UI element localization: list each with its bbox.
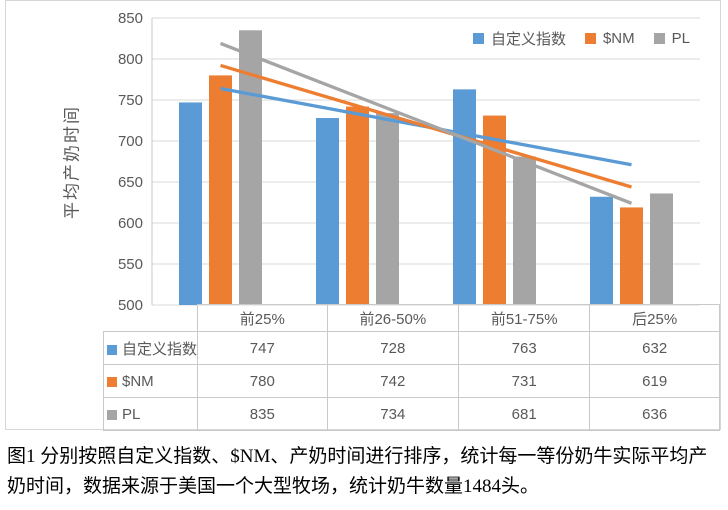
bar-自定义指数-后25%	[590, 196, 613, 305]
table-cell: 763	[457, 331, 591, 365]
series-label-cell: 自定义指数	[102, 331, 199, 365]
y-tick-label: 700	[118, 133, 143, 150]
bar-$NM-前26-50%	[346, 106, 369, 305]
table-cell: 835	[197, 397, 328, 431]
table-cell: 632	[589, 331, 720, 365]
y-tick-label: 850	[118, 10, 143, 27]
series-name: PL	[122, 405, 141, 423]
table-cell: 619	[589, 364, 720, 398]
table-header-row: 前25% 前26-50% 前51-75% 后25%	[104, 304, 720, 332]
category-header: 前25%	[197, 304, 328, 332]
table-cell: 731	[457, 364, 591, 398]
legend-swatch-gray-icon	[653, 33, 665, 44]
series-name: $NM	[122, 372, 154, 390]
legend-label: 自定义指数	[490, 31, 566, 48]
table-cell: 747	[197, 331, 328, 365]
table-cell: 780	[197, 364, 328, 398]
figure-caption: 图1 分别按照自定义指数、$NM、产奶时间进行排序，统计每一等份奶牛实际平均产奶…	[7, 446, 708, 498]
table-row: PL 835 734 681 636	[102, 397, 720, 431]
legend: 自定义指数 $NM PL	[472, 28, 690, 49]
legend-item: PL	[653, 30, 690, 47]
y-axis-title: 平均产奶时间	[62, 105, 82, 219]
table-row: $NM 780 742 731 619	[102, 364, 720, 398]
table-cell: 636	[589, 397, 720, 431]
plot-area: 500 550 600 650 700 750 800 850	[118, 10, 700, 314]
table-cell: 728	[326, 331, 460, 365]
category-header: 后25%	[589, 304, 720, 332]
table-cell: 742	[326, 364, 460, 398]
category-header: 前51-75%	[457, 304, 591, 332]
bar-$NM-前51-75%	[483, 115, 506, 305]
table-cell: 681	[457, 397, 591, 431]
legend-swatch-orange-icon	[584, 33, 596, 44]
legend-label: PL	[671, 30, 690, 47]
y-tick-label: 600	[118, 215, 143, 232]
bar-自定义指数-前51-75%	[453, 89, 476, 305]
bar-$NM-前25%	[209, 75, 232, 306]
series-swatch-orange-icon	[107, 376, 117, 387]
bar-自定义指数-前26-50%	[316, 118, 339, 305]
trendline-$NM	[220, 63, 632, 189]
bar-自定义指数-前25%	[179, 102, 202, 306]
y-tick-label: 550	[118, 256, 143, 273]
series-swatch-blue-icon	[107, 344, 117, 355]
legend-label: $NM	[602, 30, 635, 47]
bar-chart: 500 550 600 650 700 750 800 850 平均产奶时间 自定义指数 $N…	[5, 0, 721, 431]
bar-PL-前51-75%	[513, 156, 536, 305]
table-cell: 734	[326, 397, 460, 431]
bar-PL-后25%	[650, 193, 673, 305]
series-label-cell: $NM	[102, 364, 199, 398]
y-tick-label: 800	[118, 51, 143, 68]
legend-item: 自定义指数	[472, 28, 566, 49]
table-corner-cell	[104, 305, 198, 332]
category-header: 前26-50%	[326, 304, 460, 332]
series-name: 自定义指数	[122, 340, 198, 358]
series-label-cell: PL	[102, 397, 199, 431]
y-tick-label: 650	[118, 174, 143, 191]
bar-PL-前26-50%	[376, 113, 399, 306]
series-swatch-gray-icon	[107, 409, 117, 420]
legend-item: $NM	[584, 30, 635, 47]
bar-$NM-后25%	[620, 207, 643, 305]
y-tick-label: 750	[118, 92, 143, 109]
data-table: 前25% 前26-50% 前51-75% 后25% 自定义指数 747 728 …	[102, 304, 720, 431]
legend-swatch-blue-icon	[472, 33, 484, 44]
y-tick-label: 500	[118, 297, 143, 314]
table-row: 自定义指数 747 728 763 632	[102, 331, 720, 365]
trendline-PL	[219, 41, 633, 205]
bar-PL-前25%	[239, 30, 262, 306]
